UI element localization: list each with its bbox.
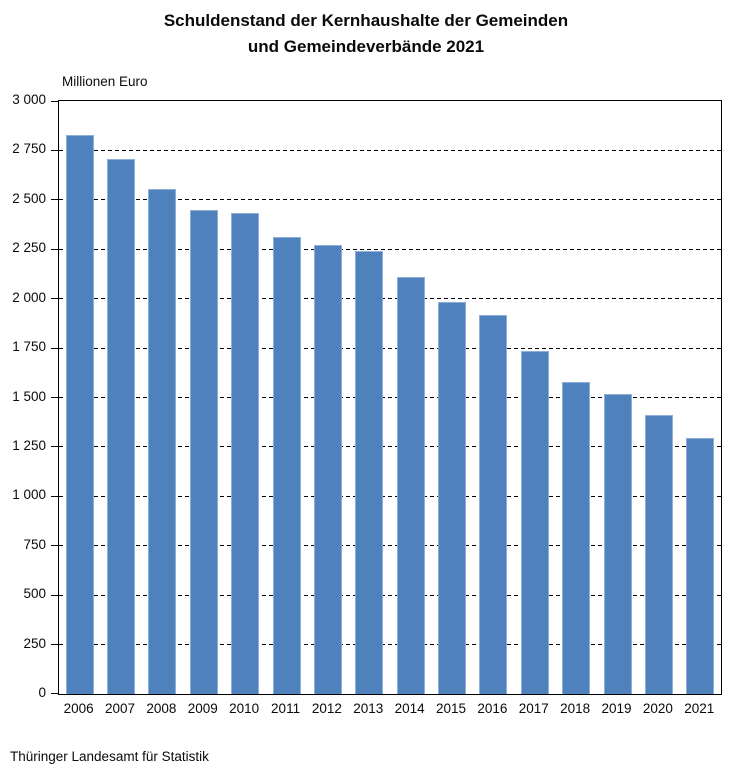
y-tick-label-2500: 2 500 bbox=[12, 190, 46, 206]
y-tick-label-250: 250 bbox=[23, 635, 46, 651]
x-tick-label-2021: 2021 bbox=[684, 701, 715, 716]
gridline-2250 bbox=[59, 248, 721, 250]
y-tick-750 bbox=[51, 545, 58, 547]
y-tick-1000 bbox=[51, 495, 58, 497]
x-tick-label-2019: 2019 bbox=[601, 701, 632, 716]
bar-2013 bbox=[355, 250, 384, 694]
y-tick-label-0: 0 bbox=[38, 685, 46, 700]
gridline-500 bbox=[59, 594, 721, 596]
y-tick-250 bbox=[51, 644, 58, 646]
y-tick-500 bbox=[51, 594, 58, 596]
x-tick-label-2011: 2011 bbox=[271, 701, 301, 716]
y-tick-label-1250: 1 250 bbox=[12, 437, 46, 453]
bar-2009 bbox=[189, 210, 218, 694]
plot-area bbox=[51, 100, 722, 695]
x-tick-label-2015: 2015 bbox=[436, 701, 467, 716]
gridline-2500 bbox=[59, 199, 721, 201]
x-tick-label-2010: 2010 bbox=[229, 701, 260, 716]
x-tick-label-2014: 2014 bbox=[394, 701, 425, 716]
y-tick-label-1750: 1 750 bbox=[12, 339, 46, 355]
y-axis-labels: 0 250 500 750 1 000 1 250 1 500 1 750 2 000 2 250… bbox=[0, 92, 46, 700]
gridline-1250 bbox=[59, 446, 721, 448]
x-tick-label-2006: 2006 bbox=[63, 701, 94, 716]
chart-title: Schuldenstand der Kernhaushalte der Geme… bbox=[0, 8, 732, 60]
bar-2011 bbox=[272, 237, 301, 694]
x-tick-label-2008: 2008 bbox=[146, 701, 177, 716]
x-tick-label-2018: 2018 bbox=[560, 701, 591, 716]
y-tick-label-1500: 1 500 bbox=[12, 388, 46, 404]
bar-2017 bbox=[520, 350, 549, 694]
gridline-2000 bbox=[59, 298, 721, 300]
y-tick-2750 bbox=[51, 149, 58, 151]
gridline-750 bbox=[59, 545, 721, 547]
gridline-250 bbox=[59, 644, 721, 646]
y-tick-2500 bbox=[51, 199, 58, 201]
chart-title-line1: Schuldenstand der Kernhaushalte der Geme… bbox=[163, 11, 569, 30]
bar-2008 bbox=[148, 188, 177, 694]
bar-2018 bbox=[562, 381, 591, 694]
bar-2014 bbox=[396, 276, 425, 694]
y-tick-label-2250: 2 250 bbox=[12, 240, 46, 256]
y-tick-label-1000: 1 000 bbox=[12, 487, 46, 503]
gridline-2750 bbox=[59, 149, 721, 151]
bar-2012 bbox=[313, 244, 342, 694]
x-tick-label-2020: 2020 bbox=[642, 701, 673, 716]
x-tick-label-2012: 2012 bbox=[311, 701, 342, 716]
bar-2006 bbox=[65, 135, 94, 694]
bar-2010 bbox=[231, 213, 260, 694]
bar-2021 bbox=[686, 437, 715, 694]
x-tick-label-2013: 2013 bbox=[353, 701, 384, 716]
y-axis-unit-label: Millionen Euro bbox=[62, 74, 148, 89]
y-tick-2000 bbox=[51, 298, 58, 300]
y-tick-2250 bbox=[51, 248, 58, 250]
y-tick-0 bbox=[51, 693, 58, 694]
gridline-1750 bbox=[59, 347, 721, 349]
x-tick-label-2009: 2009 bbox=[187, 701, 218, 716]
x-tick-label-2016: 2016 bbox=[477, 701, 508, 716]
y-tick-1250 bbox=[51, 446, 58, 448]
y-tick-label-500: 500 bbox=[23, 586, 46, 602]
y-tick-label-2750: 2 750 bbox=[12, 141, 46, 157]
x-tick-label-2017: 2017 bbox=[518, 701, 549, 716]
gridline-1000 bbox=[59, 495, 721, 497]
gridline-1500 bbox=[59, 397, 721, 398]
y-tick-label-750: 750 bbox=[23, 536, 46, 552]
y-tick-3000 bbox=[51, 100, 58, 102]
x-tick-label-2007: 2007 bbox=[105, 701, 136, 716]
y-tick-1750 bbox=[51, 347, 58, 349]
y-tick-1500 bbox=[51, 397, 58, 398]
x-axis-labels: 2006 2007 2008 2009 2010 2011 2012 2013 2014 2015… bbox=[58, 701, 722, 719]
bar-2016 bbox=[479, 315, 508, 694]
y-tick-label-3000: 3 000 bbox=[12, 92, 46, 107]
bar-2020 bbox=[644, 415, 673, 694]
bar-2019 bbox=[603, 394, 632, 694]
chart-title-line2: und Gemeindeverbände 2021 bbox=[247, 37, 485, 56]
source-note: Thüringer Landesamt für Statistik bbox=[10, 749, 209, 764]
bar-2015 bbox=[438, 301, 467, 694]
y-tick-label-2000: 2 000 bbox=[12, 289, 46, 305]
bar-2007 bbox=[107, 158, 136, 694]
